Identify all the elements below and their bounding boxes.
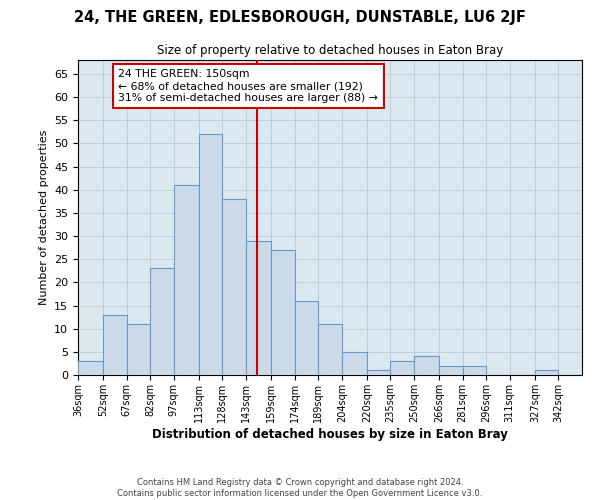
Bar	[295, 301, 318, 375]
Bar	[127, 324, 150, 375]
Bar	[223, 199, 246, 375]
Bar	[318, 324, 342, 375]
X-axis label: Distribution of detached houses by size in Eaton Bray: Distribution of detached houses by size …	[152, 428, 508, 440]
Bar	[78, 361, 103, 375]
Bar	[535, 370, 559, 375]
Bar	[463, 366, 486, 375]
Bar	[246, 240, 271, 375]
Title: Size of property relative to detached houses in Eaton Bray: Size of property relative to detached ho…	[157, 44, 503, 58]
Bar	[271, 250, 295, 375]
Bar	[414, 356, 439, 375]
Bar	[199, 134, 223, 375]
Bar	[150, 268, 174, 375]
Y-axis label: Number of detached properties: Number of detached properties	[38, 130, 49, 305]
Text: Contains HM Land Registry data © Crown copyright and database right 2024.
Contai: Contains HM Land Registry data © Crown c…	[118, 478, 482, 498]
Bar	[439, 366, 463, 375]
Text: 24, THE GREEN, EDLESBOROUGH, DUNSTABLE, LU6 2JF: 24, THE GREEN, EDLESBOROUGH, DUNSTABLE, …	[74, 10, 526, 25]
Text: 24 THE GREEN: 150sqm
← 68% of detached houses are smaller (192)
31% of semi-deta: 24 THE GREEN: 150sqm ← 68% of detached h…	[118, 70, 378, 102]
Bar	[103, 315, 127, 375]
Bar	[391, 361, 414, 375]
Bar	[367, 370, 391, 375]
Bar	[342, 352, 367, 375]
Bar	[174, 185, 199, 375]
